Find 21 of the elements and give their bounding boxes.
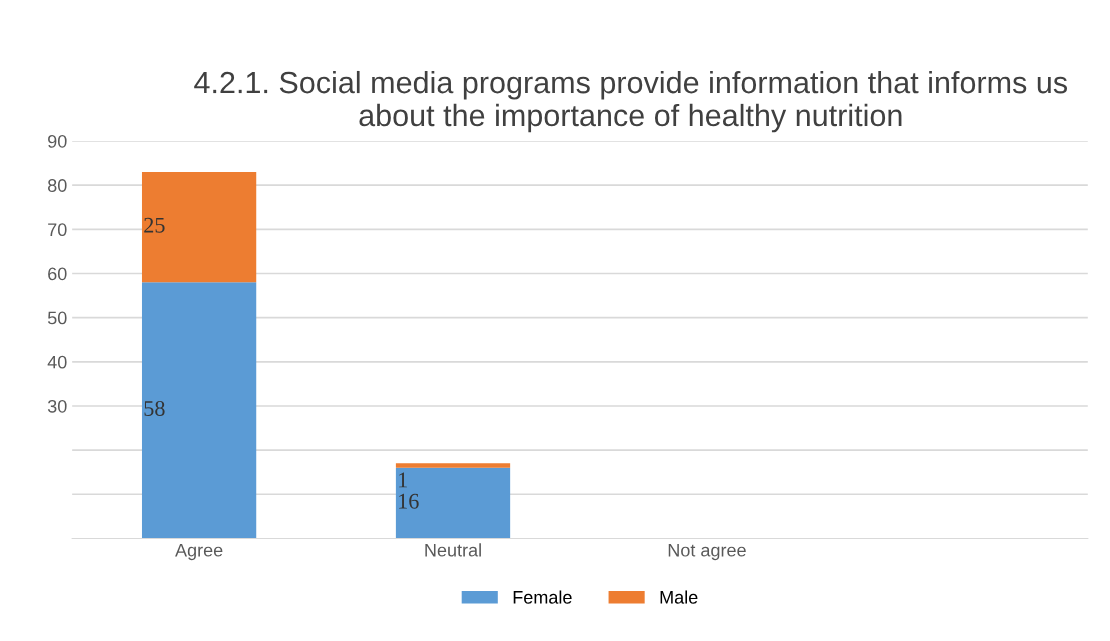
bar [141,282,257,539]
bar [141,171,257,283]
bar [395,463,511,468]
y-tick-label: 60 [48,267,67,281]
data-label: 1 [399,472,407,488]
legend-label: Female [513,590,572,604]
data-label: 25 [144,217,165,233]
y-tick-label: 50 [47,311,67,325]
chart-title: 4.2.1. Social media programs provide information that informs us about the importance of healthy nutrition [194,70,1067,133]
y-tick-label: 30 [47,399,67,413]
data-label: 58 [144,400,165,416]
bar [395,467,511,539]
y-tick-label: 80 [47,179,67,192]
x-tick-label: Not agree [668,543,746,561]
y-tick-label: 40 [47,355,67,369]
y-tick-label: 90 [48,134,67,148]
x-tick-label: Neutral [425,543,481,557]
legend-label: Male [660,590,698,604]
y-tick-label: 70 [48,223,67,237]
data-label: 16 [399,493,419,509]
x-tick-label: Agree [175,543,223,561]
